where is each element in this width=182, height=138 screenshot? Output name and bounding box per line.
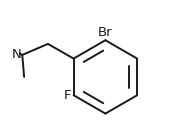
Text: F: F: [64, 89, 72, 102]
Text: Br: Br: [98, 26, 113, 39]
Text: N: N: [12, 48, 22, 61]
